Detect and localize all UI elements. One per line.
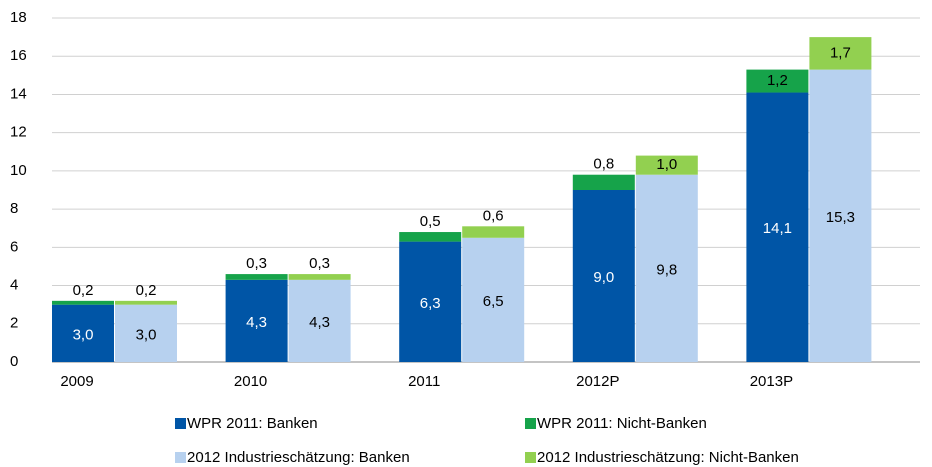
x-tick-label: 2009 (60, 373, 93, 390)
legend-swatch (175, 452, 186, 463)
data-label: 0,3 (309, 255, 330, 272)
data-label: 15,3 (826, 209, 855, 226)
data-label: 1,7 (830, 44, 851, 61)
bar-segment (462, 237, 525, 362)
legend-swatch (525, 452, 536, 463)
bar-segment (225, 279, 288, 362)
bar-segment (746, 69, 809, 93)
bar-segment (462, 226, 525, 238)
bar-segment (809, 37, 872, 70)
y-tick-label: 18 (10, 9, 27, 26)
bar-segment (809, 69, 872, 362)
legend-swatch (175, 418, 186, 429)
y-tick-label: 6 (10, 238, 18, 255)
data-label: 0,3 (246, 255, 267, 272)
bar-segment (52, 304, 114, 362)
bar-segment (572, 174, 635, 190)
y-tick-label: 14 (10, 85, 27, 102)
x-tick-label: 2010 (234, 373, 267, 390)
bar-segment (399, 241, 462, 362)
y-tick-label: 8 (10, 200, 18, 217)
data-label: 0,5 (420, 213, 441, 230)
bar-segment (635, 174, 698, 362)
bar-segment (52, 300, 114, 305)
bar-segment (115, 304, 177, 362)
data-label: 9,0 (593, 269, 614, 286)
y-tick-label: 2 (10, 315, 18, 332)
y-tick-label: 0 (10, 353, 18, 370)
y-tick-label: 16 (10, 47, 27, 64)
x-tick-label: 2012P (576, 373, 619, 390)
bar-segment (225, 274, 288, 280)
data-label: 3,0 (73, 326, 94, 343)
bar-segment (399, 232, 462, 242)
legend-label: 2012 Industrieschätzung: Nicht-Banken (537, 449, 799, 466)
data-label: 9,8 (656, 261, 677, 278)
legend-swatch (525, 418, 536, 429)
bar-segment (746, 92, 809, 363)
data-label: 0,8 (593, 156, 614, 173)
legend-label: WPR 2011: Banken (187, 415, 318, 432)
data-label: 6,3 (420, 295, 441, 312)
data-label: 1,2 (767, 72, 788, 89)
data-label: 0,2 (136, 282, 157, 299)
y-tick-label: 12 (10, 124, 27, 141)
data-label: 0,6 (483, 207, 504, 224)
data-label: 6,5 (483, 293, 504, 310)
legend-label: 2012 Industrieschätzung: Banken (187, 449, 410, 466)
legend-label: WPR 2011: Nicht-Banken (537, 415, 707, 432)
x-tick-label: 2011 (408, 373, 440, 390)
bar-segment (572, 190, 635, 362)
bar-segment (288, 279, 351, 362)
y-tick-label: 4 (10, 277, 18, 294)
data-label: 0,2 (73, 282, 94, 299)
bar-segment (635, 155, 698, 175)
data-label: 3,0 (136, 326, 157, 343)
data-label: 1,0 (656, 156, 677, 173)
data-label: 4,3 (246, 314, 267, 331)
y-tick-label: 10 (10, 162, 27, 179)
x-tick-label: 2013P (750, 373, 793, 390)
data-label: 14,1 (763, 220, 792, 237)
bar-segment (115, 300, 177, 305)
bar-segment (288, 274, 351, 280)
data-label: 4,3 (309, 314, 330, 331)
